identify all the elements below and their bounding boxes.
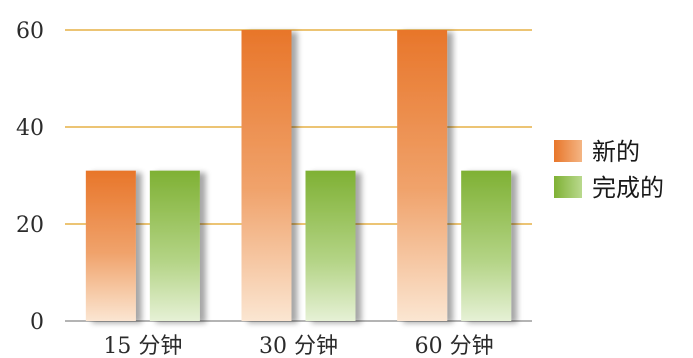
y-tick-label: 20 bbox=[16, 213, 44, 238]
grid-lines bbox=[65, 29, 532, 322]
x-axis-labels: 15 分钟 30 分钟 60 分钟 bbox=[103, 334, 493, 358]
legend-swatch-completed bbox=[554, 176, 582, 198]
bars bbox=[85, 30, 512, 321]
y-tick-label: 0 bbox=[30, 310, 44, 335]
legend-swatch-new bbox=[554, 140, 582, 162]
y-tick-label: 40 bbox=[16, 116, 44, 141]
bar-new-1 bbox=[85, 170, 136, 321]
bar-completed-2 bbox=[305, 170, 356, 321]
y-axis-ticks: 0 20 40 60 bbox=[16, 19, 44, 335]
legend-label-new: 新的 bbox=[592, 138, 640, 166]
bar-new-2 bbox=[241, 30, 292, 321]
bar-completed-1 bbox=[149, 170, 200, 321]
x-category-label: 60 分钟 bbox=[415, 334, 494, 358]
x-category-label: 30 分钟 bbox=[259, 334, 338, 358]
x-category-label: 15 分钟 bbox=[103, 334, 182, 358]
legend-label-completed: 完成的 bbox=[592, 174, 664, 202]
bar-completed-3 bbox=[461, 170, 512, 321]
y-tick-label: 60 bbox=[16, 19, 44, 44]
bar-new-3 bbox=[397, 30, 448, 321]
